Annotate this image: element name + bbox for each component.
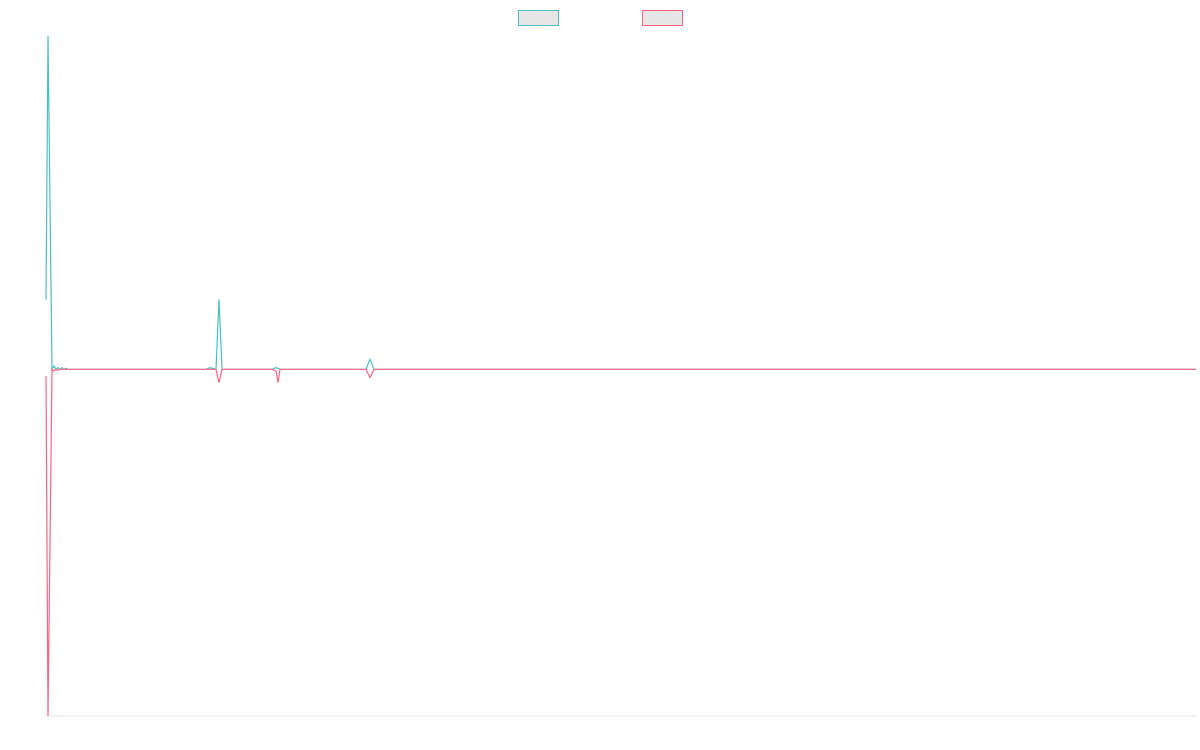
series-line (45, 368, 1196, 717)
legend-swatch[interactable] (518, 10, 559, 26)
series-line (45, 35, 1196, 372)
legend-swatch[interactable] (642, 10, 683, 26)
